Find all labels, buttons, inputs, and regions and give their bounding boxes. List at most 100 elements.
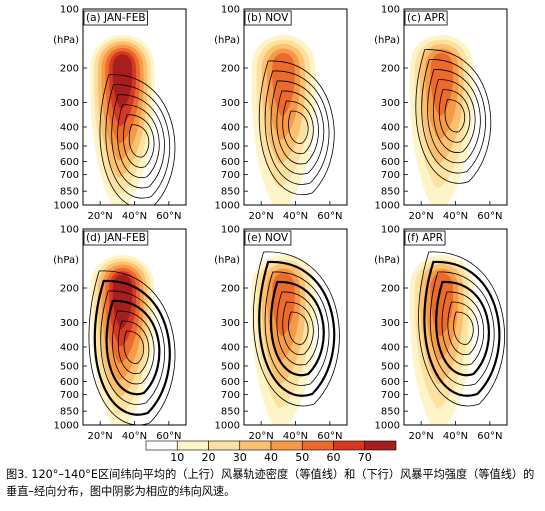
contour-line — [269, 280, 325, 377]
y-tick-label: 850 — [381, 187, 400, 198]
contour-line — [276, 90, 319, 165]
contour-line — [111, 94, 165, 189]
contour-line — [117, 320, 150, 375]
contour-line — [433, 79, 476, 153]
y-unit-label: (hPa) — [214, 255, 240, 266]
y-tick-label: 700 — [221, 170, 240, 181]
y-tick-label: 200 — [221, 284, 240, 295]
contour-line — [123, 330, 145, 364]
panel: (b) NOV 100 200 300 400 500 600 700 850 1000 (hPa)… — [214, 5, 348, 222]
contour-line — [88, 270, 176, 425]
plot-area — [251, 251, 340, 425]
y-unit-label: (hPa) — [214, 35, 240, 46]
x-tick-label: 40°N — [122, 431, 147, 442]
y-tick-label: 300 — [381, 318, 400, 329]
y-tick-label: 600 — [221, 377, 240, 388]
x-tick-label: 40°N — [122, 211, 147, 222]
y-tick-label: 500 — [221, 141, 240, 152]
y-tick-label: 400 — [221, 343, 240, 354]
contour-line — [418, 251, 505, 407]
y-tick-label: 500 — [381, 361, 400, 372]
x-tick-label: 20°N — [409, 431, 434, 442]
colorbar-swatch — [333, 440, 366, 451]
contour-line — [270, 80, 325, 175]
contour-line — [258, 60, 335, 196]
y-tick-label: 300 — [60, 318, 79, 329]
y-tick-label: 500 — [60, 141, 79, 152]
x-tick-label: 60°N — [477, 431, 502, 442]
y-tick-label: 100 — [60, 5, 79, 16]
x-tick-label: 20°N — [409, 211, 434, 222]
contour-line — [99, 74, 176, 205]
contour-line — [429, 271, 495, 386]
contour-line — [447, 301, 479, 356]
colorbar-swatch — [176, 440, 209, 451]
y-tick-label: 1000 — [54, 421, 79, 432]
colorbar-label: 20 — [202, 451, 216, 464]
colorbar-label: 10 — [170, 451, 184, 464]
contour-line — [258, 260, 336, 397]
y-tick-label: 850 — [60, 187, 79, 198]
panel-label-box — [83, 230, 149, 246]
figure: (a) JAN-FEB 100 200 300 400 500 600 700 850 1000 (… — [53, 5, 508, 464]
x-tick-label: 40°N — [283, 431, 308, 442]
contour-line — [421, 59, 486, 174]
colorbar-swatch — [145, 440, 178, 451]
y-tick-label: 400 — [60, 123, 79, 134]
panel: (a) JAN-FEB 100 200 300 400 500 600 700 850 1000 (… — [53, 5, 187, 222]
y-unit-label: (hPa) — [53, 255, 79, 266]
colorbar-swatch — [239, 440, 272, 451]
colorbar-swatch — [208, 440, 241, 451]
y-tick-label: 850 — [60, 407, 79, 418]
panel: (d) JAN-FEB 100 200 300 400 500 600 700 850 1000 (… — [53, 225, 187, 442]
contour-line — [264, 271, 330, 386]
contour-line — [264, 70, 330, 185]
x-tick-label: 60°N — [156, 211, 181, 222]
x-tick-label: 20°N — [88, 431, 113, 442]
colorbar-label: 70 — [358, 451, 372, 464]
plot-area — [409, 35, 491, 205]
contour-line — [105, 84, 171, 199]
plot-area — [409, 251, 505, 425]
y-tick-label: 300 — [381, 98, 400, 109]
panel-label: (a) JAN-FEB — [86, 12, 146, 24]
panel: (f) APR 100 200 300 400 500 600 700 850 1000 (hPa)… — [374, 225, 508, 442]
y-tick-label: 200 — [221, 64, 240, 75]
y-unit-label: (hPa) — [53, 35, 79, 46]
x-tick-label: 60°N — [317, 211, 342, 222]
panel-label: (b) NOV — [247, 12, 289, 24]
y-tick-label: 500 — [60, 361, 79, 372]
contour-line — [438, 89, 471, 143]
y-tick-label: 1000 — [215, 421, 240, 432]
panel-label-box — [83, 10, 148, 26]
y-tick-label: 850 — [221, 407, 240, 418]
y-tick-label: 100 — [381, 225, 400, 236]
contour-line — [117, 104, 160, 179]
wind-shading-level — [272, 53, 295, 117]
y-tick-label: 700 — [381, 170, 400, 181]
y-tick-label: 200 — [60, 64, 79, 75]
y-tick-label: 1000 — [375, 421, 400, 432]
contour-line — [100, 290, 165, 405]
y-tick-label: 400 — [221, 123, 240, 134]
y-tick-label: 100 — [381, 5, 400, 16]
y-tick-label: 500 — [221, 361, 240, 372]
y-tick-label: 700 — [60, 170, 79, 181]
contour-line — [105, 299, 161, 396]
y-tick-label: 600 — [221, 157, 240, 168]
y-tick-label: 1000 — [375, 201, 400, 212]
y-unit-label: (hPa) — [374, 255, 400, 266]
y-tick-label: 600 — [381, 377, 400, 388]
contour-line — [282, 100, 314, 155]
panel-label: (d) JAN-FEB — [86, 232, 146, 244]
panel-label-box — [404, 230, 446, 246]
contour-line — [252, 251, 340, 407]
y-tick-label: 700 — [221, 390, 240, 401]
colorbar-label: 50 — [295, 451, 309, 464]
plot-area — [251, 35, 335, 205]
contour-line — [423, 260, 501, 397]
y-tick-label: 600 — [60, 157, 79, 168]
panel-label-box — [244, 10, 292, 26]
plot-area — [90, 35, 176, 205]
x-tick-label: 20°N — [249, 431, 274, 442]
